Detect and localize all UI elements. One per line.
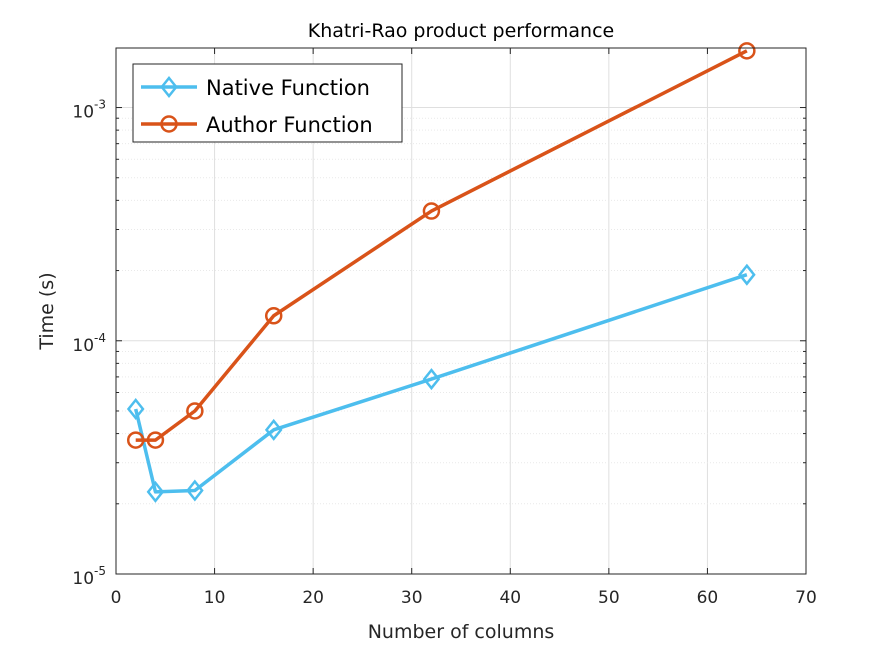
series-1 — [126, 42, 756, 449]
y-tick-base: 10 — [72, 336, 94, 356]
x-tick-label: 0 — [111, 588, 122, 608]
diamond-marker — [146, 480, 165, 503]
y-tick-exponent: -4 — [94, 331, 106, 345]
plot-frame — [115, 47, 807, 575]
legend-entry-1: Author Function — [141, 113, 373, 137]
legend: Native Function Author Function — [132, 63, 403, 143]
circle-marker — [422, 202, 441, 220]
y-tick-base: 10 — [72, 569, 94, 589]
series-layer — [126, 42, 756, 503]
x-tick-label: 70 — [795, 588, 817, 608]
diamond-marker — [264, 418, 283, 441]
legend-marker — [160, 75, 178, 99]
diamond-marker — [422, 368, 441, 391]
y-tick-base: 10 — [72, 103, 94, 123]
x-tick-label: 50 — [598, 588, 620, 608]
legend-label: Author Function — [206, 113, 373, 137]
chart-title: Khatri-Rao product performance — [308, 20, 614, 42]
circle-marker — [146, 431, 165, 449]
x-tick-label: 10 — [204, 588, 226, 608]
circle-marker — [264, 307, 283, 325]
diamond-marker — [126, 397, 145, 420]
x-tick-label: 40 — [499, 588, 521, 608]
y-tick-label: 10-3 — [72, 98, 106, 123]
circle-marker — [738, 42, 756, 60]
legend-box — [132, 63, 403, 143]
y-tick-exponent: -3 — [94, 98, 106, 112]
x-tick-label: 60 — [697, 588, 719, 608]
legend-label: Native Function — [206, 76, 370, 100]
circle-marker — [126, 431, 145, 449]
series-line — [135, 49, 748, 442]
circle-marker — [186, 402, 204, 420]
series-line — [134, 273, 748, 494]
diamond-marker — [738, 263, 756, 286]
legend-marker — [160, 115, 178, 133]
series-0 — [126, 263, 756, 503]
y-tick-exponent: -5 — [94, 564, 106, 578]
x-axis-label: Number of columns — [368, 621, 555, 643]
diamond-marker — [186, 479, 204, 502]
y-axis-label: Time (s) — [36, 272, 58, 350]
x-tick-label: 30 — [401, 588, 423, 608]
y-tick-label: 10-4 — [72, 331, 106, 356]
x-tick-label: 20 — [302, 588, 324, 608]
legend-entry-0: Native Function — [141, 75, 370, 100]
y-tick-label: 10-5 — [72, 564, 106, 589]
